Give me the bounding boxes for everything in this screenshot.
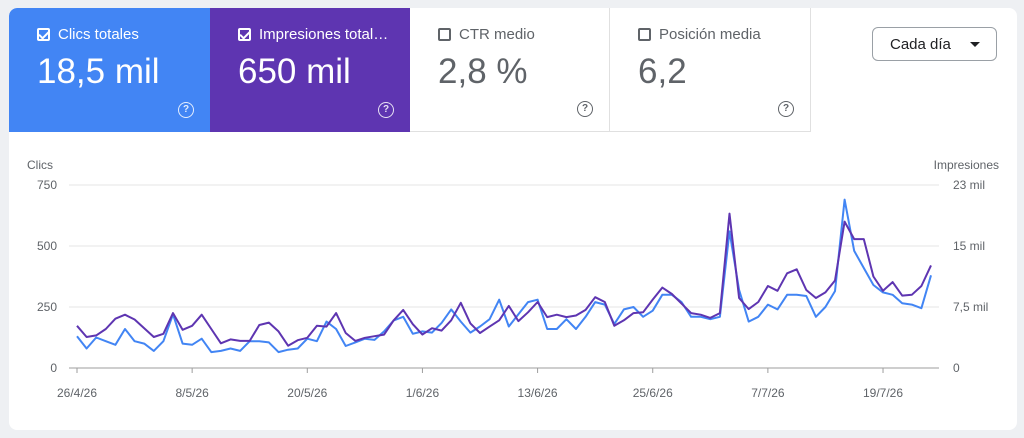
- x-tick-label: 7/7/26: [751, 386, 785, 400]
- metric-header: Clics totales: [37, 26, 210, 43]
- impressions-series-line: [76, 212, 932, 347]
- left-tick-label: 750: [37, 178, 57, 192]
- metric-label: Posición media: [659, 26, 761, 43]
- granularity-dropdown[interactable]: Cada día: [872, 27, 997, 61]
- right-tick-label: 15 mil: [953, 239, 985, 253]
- checkbox-checked-icon[interactable]: [37, 28, 50, 41]
- left-tick-label: 250: [37, 300, 57, 314]
- metric-card-ctr[interactable]: CTR medio 2,8 % ?: [410, 8, 610, 132]
- x-tick-label: 26/4/26: [57, 386, 97, 400]
- axis-layer: 0 0 250 7,5 mil 500 15 mil 750 23 mil Clics Impre…: [27, 158, 999, 400]
- metric-card-clicks[interactable]: Clics totales 18,5 mil ?: [9, 8, 210, 132]
- clicks-series-line: [76, 198, 932, 354]
- metric-card-impressions[interactable]: Impresiones total… 650 mil ?: [210, 8, 410, 132]
- right-tick-label: 23 mil: [953, 178, 985, 192]
- x-tick-label: 19/7/26: [863, 386, 903, 400]
- help-icon[interactable]: ?: [178, 102, 194, 118]
- help-icon[interactable]: ?: [577, 101, 593, 117]
- metric-label: CTR medio: [459, 26, 535, 43]
- caret-down-icon: [970, 42, 980, 47]
- right-axis-title: Impresiones: [934, 158, 999, 172]
- x-tick-label: 25/6/26: [633, 386, 673, 400]
- metric-value: 2,8 %: [438, 52, 528, 91]
- x-tick-label: 20/5/26: [287, 386, 327, 400]
- metric-value: 6,2: [638, 52, 687, 91]
- metric-header: CTR medio: [438, 26, 609, 43]
- left-tick-label: 0: [50, 361, 57, 375]
- metric-header: Posición media: [638, 26, 810, 43]
- x-tick-label: 1/6/26: [406, 386, 440, 400]
- checkbox-unchecked-icon[interactable]: [438, 28, 451, 41]
- performance-chart: 0 0 250 7,5 mil 500 15 mil 750 23 mil Clics Impre…: [27, 158, 999, 400]
- metric-value: 18,5 mil: [37, 52, 160, 91]
- help-icon[interactable]: ?: [378, 102, 394, 118]
- left-axis-title: Clics: [27, 158, 53, 172]
- left-tick-label: 500: [37, 239, 57, 253]
- metric-label: Impresiones total…: [259, 26, 389, 43]
- metric-value: 650 mil: [238, 52, 351, 91]
- metric-card-position[interactable]: Posición media 6,2 ?: [610, 8, 811, 132]
- right-tick-label: 0: [953, 361, 960, 375]
- help-icon[interactable]: ?: [778, 101, 794, 117]
- series-layer: [76, 198, 932, 354]
- dropdown-label: Cada día: [890, 35, 951, 53]
- metric-label: Clics totales: [58, 26, 139, 43]
- checkbox-unchecked-icon[interactable]: [638, 28, 651, 41]
- x-tick-label: 13/6/26: [518, 386, 558, 400]
- checkbox-checked-icon[interactable]: [238, 28, 251, 41]
- grid-layer: [69, 184, 939, 369]
- x-tick-label: 8/5/26: [175, 386, 209, 400]
- right-tick-label: 7,5 mil: [953, 300, 988, 314]
- performance-panel: Clics totales 18,5 mil ? Impresiones tot…: [9, 8, 1017, 430]
- metric-header: Impresiones total…: [238, 26, 410, 43]
